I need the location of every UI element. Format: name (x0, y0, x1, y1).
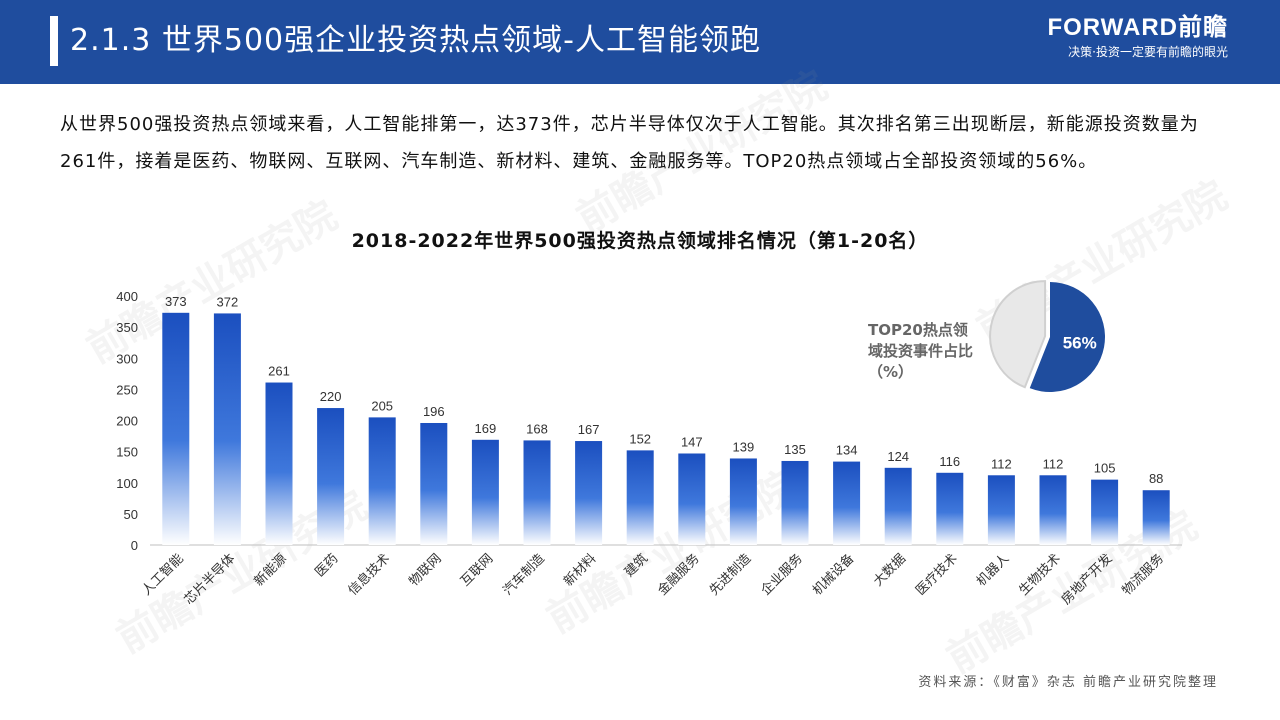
bar (523, 440, 551, 545)
bar (987, 475, 1015, 545)
data-label: 147 (681, 434, 703, 449)
source-note: 资料来源：《财富》杂志 前瞻产业研究院整理 (918, 675, 1218, 690)
pie-slice (1029, 282, 1105, 392)
chart-title: 2018-2022年世界500强投资热点领域排名情况（第1-20名） (351, 230, 929, 252)
y-tick-label: 250 (116, 382, 138, 397)
x-tick-label: 芯片半导体 (182, 551, 239, 608)
x-tick-label: 信息技术 (345, 551, 393, 599)
x-tick-label: 新材料 (561, 551, 600, 590)
bar (1091, 479, 1119, 545)
y-tick-label: 0 (131, 538, 138, 553)
y-tick-label: 200 (116, 414, 138, 429)
bar (575, 441, 603, 545)
y-tick-label: 300 (116, 351, 138, 366)
y-tick-label: 350 (116, 320, 138, 335)
bar (936, 472, 964, 545)
x-tick-label: 新能源 (251, 551, 290, 590)
y-tick-label: 150 (116, 445, 138, 460)
data-label: 112 (991, 456, 1012, 471)
bar (420, 422, 448, 545)
data-label: 168 (526, 421, 548, 436)
bar (265, 382, 293, 545)
data-label: 105 (1094, 461, 1116, 476)
page-title: 2.1.3 世界500强企业投资热点领域-人工智能领跑 (70, 23, 761, 58)
pie-slice-label: 56% (1063, 334, 1097, 353)
bar (1039, 475, 1067, 545)
bar (1142, 490, 1170, 545)
x-tick-label: 先进制造 (707, 551, 754, 598)
x-tick-label: 机械设备 (809, 551, 857, 599)
bar (162, 312, 190, 545)
header-bar: 2.1.3 世界500强企业投资热点领域-人工智能领跑 FORWARD前瞻 决策… (0, 0, 1280, 84)
y-tick-label: 50 (124, 507, 138, 522)
data-label: 112 (1043, 456, 1064, 471)
x-tick-label: 人工智能 (139, 551, 186, 598)
brand-slogan: 决策·投资一定要有前瞻的眼光 (1068, 45, 1228, 59)
data-label: 261 (268, 364, 290, 379)
x-tick-label: 机器人 (974, 551, 1012, 589)
data-label: 220 (320, 389, 342, 404)
x-tick-label: 大数据 (871, 551, 909, 589)
bar (368, 417, 396, 545)
data-label: 134 (836, 443, 858, 458)
bar (833, 461, 861, 545)
pie-slice (989, 280, 1047, 389)
data-label: 196 (423, 404, 445, 419)
x-tick-label: 物联网 (406, 551, 444, 589)
bar (678, 453, 706, 545)
data-label: 152 (629, 431, 651, 446)
bar (884, 467, 912, 545)
x-tick-label: 房地产开发 (1058, 551, 1115, 608)
x-tick-label: 金融服务 (655, 551, 703, 599)
x-tick-label: 医药 (312, 551, 341, 580)
bar (626, 450, 654, 545)
x-tick-label: 生物技术 (1016, 551, 1063, 598)
y-tick-label: 100 (116, 476, 138, 491)
data-label: 116 (939, 454, 960, 469)
data-label: 139 (733, 439, 755, 454)
x-tick-label: 物流服务 (1119, 551, 1167, 599)
brand-logo: FORWARD前瞻 决策·投资一定要有前瞻的眼光 (1047, 14, 1228, 60)
data-label: 88 (1149, 471, 1163, 486)
brand-name: FORWARD前瞻 (1047, 14, 1228, 41)
bar (781, 460, 809, 545)
y-tick-label: 400 (116, 289, 138, 304)
x-tick-label: 互联网 (458, 551, 496, 589)
header-accent-bar (50, 16, 58, 66)
x-tick-label: 医疗技术 (913, 551, 960, 598)
data-label: 205 (371, 398, 393, 413)
pie-label: TOP20热点领域投资事件占比（%） (868, 321, 974, 381)
data-label: 373 (165, 294, 187, 309)
bar (213, 313, 241, 545)
bar (729, 458, 757, 545)
x-tick-label: 企业服务 (758, 551, 806, 599)
bar (317, 408, 345, 545)
intro-paragraph: 从世界500强投资热点领域来看，人工智能排第一，达373件，芯片半导体仅次于人工… (60, 114, 1199, 172)
data-label: 124 (887, 449, 909, 464)
data-label: 372 (217, 294, 239, 309)
data-label: 167 (578, 422, 600, 437)
x-tick-label: 汽车制造 (500, 551, 548, 599)
data-label: 169 (475, 421, 497, 436)
data-label: 135 (784, 442, 806, 457)
x-tick-label: 建筑 (621, 551, 651, 581)
bar (471, 439, 499, 545)
